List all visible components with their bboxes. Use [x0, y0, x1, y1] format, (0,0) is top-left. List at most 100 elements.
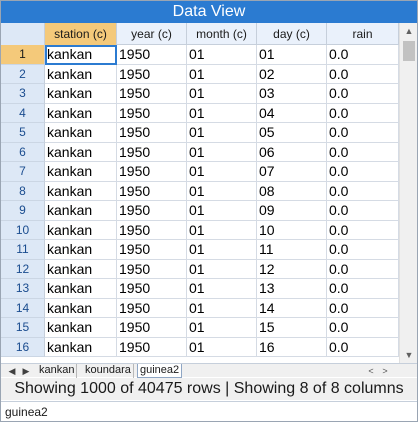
tab-kankan[interactable]: kankan [37, 364, 78, 378]
vertical-scroll-thumb[interactable] [403, 41, 415, 61]
cell-month[interactable]: 01 [187, 259, 257, 279]
cell-rain[interactable]: 0.0 [327, 240, 399, 260]
row-number[interactable]: 4 [1, 103, 45, 123]
row-number[interactable]: 8 [1, 181, 45, 201]
cell-month[interactable]: 01 [187, 45, 257, 65]
table-row[interactable]: 4 kankan 1950 01 04 0.0 [1, 103, 399, 123]
cell-station[interactable]: kankan [45, 123, 117, 143]
row-number[interactable]: 13 [1, 279, 45, 299]
cell-year[interactable]: 1950 [117, 103, 187, 123]
cell-rain[interactable]: 0.0 [327, 279, 399, 299]
scroll-right-icon[interactable]: > [382, 366, 388, 376]
cell-year[interactable]: 1950 [117, 298, 187, 318]
row-number[interactable]: 15 [1, 318, 45, 338]
cell-day[interactable]: 15 [257, 318, 327, 338]
cell-station[interactable]: kankan [45, 84, 117, 104]
cell-month[interactable]: 01 [187, 240, 257, 260]
cell-month[interactable]: 01 [187, 318, 257, 338]
vertical-scrollbar[interactable]: ▲ ▼ [399, 23, 417, 363]
row-number[interactable]: 10 [1, 220, 45, 240]
cell-day[interactable]: 12 [257, 259, 327, 279]
cell-rain[interactable]: 0.0 [327, 103, 399, 123]
table-row[interactable]: 12 kankan 1950 01 12 0.0 [1, 259, 399, 279]
tab-guinea2[interactable]: guinea2 [137, 364, 183, 378]
table-row[interactable]: 3 kankan 1950 01 03 0.0 [1, 84, 399, 104]
cell-station[interactable]: kankan [45, 279, 117, 299]
row-number[interactable]: 9 [1, 201, 45, 221]
cell-station[interactable]: kankan [45, 103, 117, 123]
cell-year[interactable]: 1950 [117, 162, 187, 182]
scroll-down-icon[interactable]: ▼ [404, 350, 414, 360]
tab-prev-icon[interactable]: ◀ [8, 366, 16, 376]
cell-day[interactable]: 09 [257, 201, 327, 221]
cell-day[interactable]: 13 [257, 279, 327, 299]
cell-rain[interactable]: 0.0 [327, 64, 399, 84]
table-row[interactable]: 10 kankan 1950 01 10 0.0 [1, 220, 399, 240]
cell-month[interactable]: 01 [187, 181, 257, 201]
cell-year[interactable]: 1950 [117, 240, 187, 260]
table-row[interactable]: 14 kankan 1950 01 14 0.0 [1, 298, 399, 318]
cell-rain[interactable]: 0.0 [327, 318, 399, 338]
cell-station[interactable]: kankan [45, 337, 117, 357]
row-number[interactable]: 6 [1, 142, 45, 162]
cell-rain[interactable]: 0.0 [327, 337, 399, 357]
cell-month[interactable]: 01 [187, 103, 257, 123]
cell-year[interactable]: 1950 [117, 181, 187, 201]
cell-month[interactable]: 01 [187, 162, 257, 182]
cell-rain[interactable]: 0.0 [327, 220, 399, 240]
column-header-month[interactable]: month (c) [187, 23, 257, 45]
cell-station[interactable]: kankan [45, 318, 117, 338]
cell-station[interactable]: kankan [45, 240, 117, 260]
select-all-corner[interactable] [1, 23, 45, 45]
cell-station[interactable]: kankan [45, 220, 117, 240]
table-row[interactable]: 11 kankan 1950 01 11 0.0 [1, 240, 399, 260]
row-number[interactable]: 14 [1, 298, 45, 318]
cell-rain[interactable]: 0.0 [327, 123, 399, 143]
cell-year[interactable]: 1950 [117, 64, 187, 84]
cell-station[interactable]: kankan [45, 259, 117, 279]
column-header-year[interactable]: year (c) [117, 23, 187, 45]
horizontal-scroll-track[interactable] [183, 367, 359, 375]
column-header-station[interactable]: station (c) [45, 23, 117, 45]
data-grid[interactable]: station (c) year (c) month (c) day (c) r… [1, 23, 399, 363]
cell-month[interactable]: 01 [187, 220, 257, 240]
column-header-day[interactable]: day (c) [257, 23, 327, 45]
cell-month[interactable]: 01 [187, 201, 257, 221]
cell-day[interactable]: 11 [257, 240, 327, 260]
cell-day[interactable]: 04 [257, 103, 327, 123]
cell-day[interactable]: 05 [257, 123, 327, 143]
table-row[interactable]: 6 kankan 1950 01 06 0.0 [1, 142, 399, 162]
cell-day[interactable]: 14 [257, 298, 327, 318]
cell-rain[interactable]: 0.0 [327, 162, 399, 182]
scroll-up-icon[interactable]: ▲ [404, 26, 414, 36]
row-number[interactable]: 11 [1, 240, 45, 260]
table-row[interactable]: 8 kankan 1950 01 08 0.0 [1, 181, 399, 201]
tab-next-icon[interactable]: ▶ [22, 366, 30, 376]
row-number[interactable]: 2 [1, 64, 45, 84]
cell-day[interactable]: 02 [257, 64, 327, 84]
row-number[interactable]: 5 [1, 123, 45, 143]
cell-year[interactable]: 1950 [117, 201, 187, 221]
scroll-left-icon[interactable]: < [368, 366, 374, 376]
table-row[interactable]: 9 kankan 1950 01 09 0.0 [1, 201, 399, 221]
cell-year[interactable]: 1950 [117, 279, 187, 299]
cell-year[interactable]: 1950 [117, 123, 187, 143]
table-row[interactable]: 5 kankan 1950 01 05 0.0 [1, 123, 399, 143]
tab-koundara[interactable]: koundara [83, 364, 134, 378]
cell-month[interactable]: 01 [187, 337, 257, 357]
cell-station[interactable]: kankan [45, 201, 117, 221]
cell-year[interactable]: 1950 [117, 337, 187, 357]
cell-day[interactable]: 03 [257, 84, 327, 104]
cell-rain[interactable]: 0.0 [327, 142, 399, 162]
cell-day[interactable]: 10 [257, 220, 327, 240]
cell-month[interactable]: 01 [187, 84, 257, 104]
cell-day[interactable]: 08 [257, 181, 327, 201]
cell-month[interactable]: 01 [187, 64, 257, 84]
row-number[interactable]: 16 [1, 337, 45, 357]
table-row[interactable]: 7 kankan 1950 01 07 0.0 [1, 162, 399, 182]
cell-day[interactable]: 07 [257, 162, 327, 182]
cell-station[interactable]: kankan [45, 64, 117, 84]
table-row[interactable]: 2 kankan 1950 01 02 0.0 [1, 64, 399, 84]
cell-year[interactable]: 1950 [117, 84, 187, 104]
cell-year[interactable]: 1950 [117, 318, 187, 338]
